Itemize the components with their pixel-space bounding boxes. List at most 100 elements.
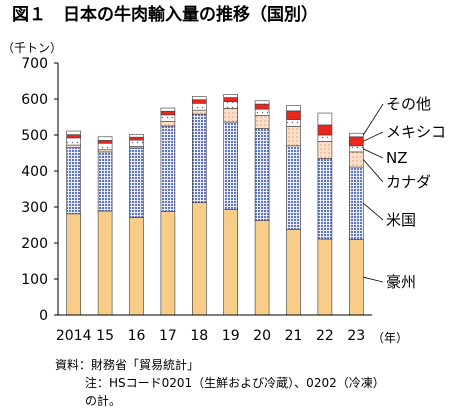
bar-segment-mexico-16 — [129, 136, 144, 141]
y-tick-label: 400 — [21, 164, 48, 180]
y-unit-label: （千トン） — [2, 41, 62, 55]
bar-segment-mexico-23 — [348, 136, 364, 147]
x-tick-label: 20 — [253, 328, 271, 344]
bar-segment-us-21 — [286, 145, 301, 230]
y-tick-label: 600 — [21, 92, 48, 108]
bar-segment-mexico-22 — [317, 124, 333, 136]
bar-segment-nz-16 — [129, 139, 144, 147]
y-tick-label: 700 — [21, 56, 48, 72]
legend-label-australia: 豪州 — [386, 273, 416, 291]
bar-segment-canada-15 — [97, 149, 113, 153]
x-axis: 2014 15 16 17 18 19 20 21 22 23 — [56, 314, 372, 344]
x-tick-label: 2014 — [56, 328, 92, 344]
legend-leader-us — [363, 202, 384, 221]
y-tick-label: 100 — [21, 272, 48, 288]
bar-segment-mexico-18 — [192, 99, 207, 104]
bar-segment-mexico-2014 — [66, 134, 81, 139]
legend-label-mexico: メキシコ — [386, 123, 446, 141]
bar-segment-australia-22 — [317, 238, 333, 316]
bar-segment-australia-21 — [286, 229, 301, 316]
bar-segment-nz-21 — [286, 119, 301, 127]
bar-segment-nz-2014 — [66, 137, 81, 146]
legend: 豪州 米国 カナダ NZ メキシコ その他 — [362, 95, 446, 291]
bar-segment-mexico-17 — [160, 110, 176, 116]
legend-label-other: その他 — [386, 95, 431, 113]
bar-segment-australia-2014 — [66, 213, 81, 316]
bar-segment-australia-17 — [160, 211, 176, 316]
x-tick-label: 23 — [347, 328, 365, 344]
bar-segment-australia-23 — [348, 239, 364, 316]
legend-label-us: 米国 — [386, 211, 416, 229]
bar-segment-other-19 — [223, 94, 238, 98]
y-tick-label: 200 — [21, 236, 48, 252]
bar-segment-canada-21 — [286, 126, 301, 147]
y-axis: 0 100 200 300 400 500 600 700 — [21, 56, 59, 324]
chart-title: 図１ 日本の牛肉輸入量の推移（国別） — [12, 4, 318, 25]
chart: 図１ 日本の牛肉輸入量の推移（国別） （千トン） 0 100 200 300 400 50… — [2, 4, 446, 345]
y-tick-label: 0 — [39, 308, 48, 324]
bar-segment-other-17 — [160, 107, 176, 112]
bar-segment-mexico-15 — [97, 140, 113, 144]
x-tick-label: 16 — [128, 328, 146, 344]
bar-segment-australia-19 — [223, 209, 238, 316]
bar-segment-us-20 — [254, 128, 270, 221]
bar-segment-other-22 — [317, 112, 333, 126]
x-tick-label: 17 — [159, 328, 177, 344]
bar-segment-canada-17 — [160, 121, 176, 127]
y-tick-label: 300 — [21, 200, 48, 216]
bar-segment-australia-15 — [97, 210, 113, 316]
legend-leader-other — [362, 103, 384, 136]
source-note: 資料：財務省「貿易統計」 — [55, 358, 200, 372]
bar-segment-other-16 — [129, 133, 144, 138]
x-tick-label: 21 — [285, 328, 303, 344]
x-tick-label: 22 — [316, 328, 334, 344]
legend-label-canada: カナダ — [386, 173, 431, 191]
bar-segment-canada-19 — [223, 108, 238, 123]
bar-segment-canada-18 — [192, 109, 207, 115]
legend-leader-canada — [362, 159, 384, 183]
bar-segment-australia-16 — [129, 217, 144, 316]
bar-segment-mexico-20 — [254, 103, 270, 110]
bar-segment-us-15 — [97, 151, 113, 212]
bar-segment-nz-15 — [97, 142, 113, 151]
bar-segment-us-22 — [317, 158, 333, 240]
x-tick-label: 15 — [96, 328, 114, 344]
x-tick-label: 18 — [190, 328, 208, 344]
bar-segment-other-15 — [97, 136, 113, 141]
bar-segment-australia-20 — [254, 220, 270, 316]
bar-segment-other-20 — [254, 100, 270, 105]
legend-label-nz: NZ — [386, 149, 408, 167]
x-tick-label: 19 — [222, 328, 240, 344]
bar-segment-nz-19 — [223, 101, 238, 109]
bar-segment-nz-20 — [254, 108, 270, 116]
bar-segment-mexico-19 — [223, 97, 238, 102]
bar-segment-other-18 — [192, 96, 207, 101]
bar-segment-us-17 — [160, 125, 176, 212]
bar-segment-nz-17 — [160, 114, 176, 122]
bar-segment-canada-22 — [317, 141, 333, 159]
note-line-1: 注：HSコード0201（生鮮および冷蔵）、0202（冷凍） — [85, 376, 385, 390]
bar-segment-mexico-21 — [286, 110, 301, 120]
bar-segment-other-2014 — [66, 130, 81, 135]
bar-segment-us-23 — [348, 166, 364, 240]
x-unit-label: （年） — [372, 331, 408, 345]
bar-segment-other-23 — [348, 132, 364, 138]
bar-segment-us-19 — [223, 121, 238, 210]
bar-segment-us-16 — [129, 147, 144, 218]
legend-leader-mexico — [363, 131, 384, 142]
bars — [66, 94, 364, 316]
notes: 資料：財務省「貿易統計」 注：HSコード0201（生鮮および冷蔵）、0202（冷… — [55, 356, 445, 410]
bar-segment-nz-22 — [317, 134, 333, 142]
bar-segment-us-18 — [192, 113, 207, 203]
bar-segment-canada-20 — [254, 115, 270, 129]
bar-segment-us-2014 — [66, 147, 81, 215]
bar-segment-canada-23 — [348, 151, 364, 168]
bar-segment-nz-18 — [192, 103, 207, 111]
y-tick-label: 500 — [21, 128, 48, 144]
bar-segment-australia-18 — [192, 202, 207, 316]
bar-segment-canada-2014 — [66, 144, 81, 148]
legend-leader-nz — [363, 148, 384, 159]
legend-leader-australia — [363, 276, 384, 283]
note-line-2: の計。 — [85, 394, 122, 408]
bar-segment-nz-23 — [348, 145, 364, 153]
